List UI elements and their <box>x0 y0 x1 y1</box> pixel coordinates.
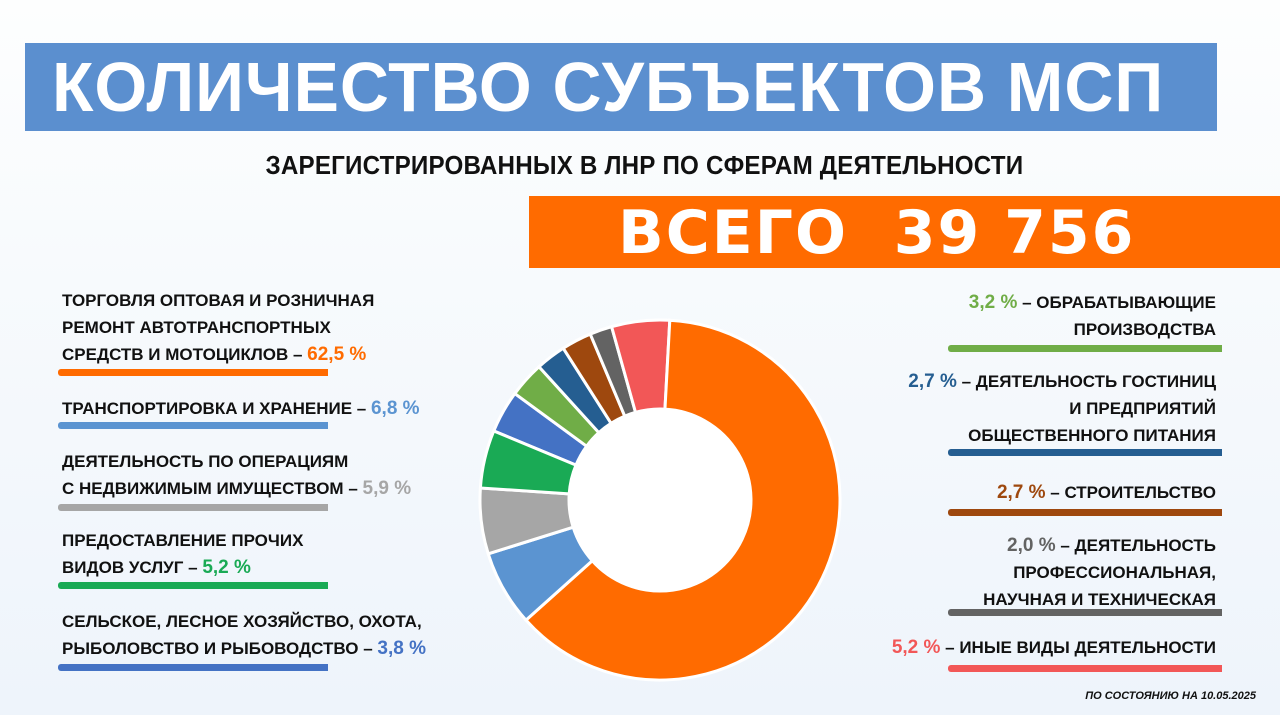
legend-left-1-pct: 6,8 % <box>370 398 420 419</box>
legend-left-1-line-0: ТРАНСПОРТИРОВКА И ХРАНЕНИЕ <box>62 399 353 418</box>
legend-left-2-underline <box>58 504 328 511</box>
legend-left-2-line-0: ДЕЯТЕЛЬНОСТЬ ПО ОПЕРАЦИЯМ <box>62 452 349 471</box>
legend-right-1-pct: 2,7 % <box>908 371 957 392</box>
legend-right-3: 2,0 % – ДЕЯТЕЛЬНОСТЬ ПРОФЕССИОНАЛЬНАЯ, Н… <box>983 532 1216 613</box>
legend-right-0-line-1: ПРОИЗВОДСТВА <box>1073 320 1216 339</box>
legend-left-0-line-1: РЕМОНТ АВТОТРАНСПОРТНЫХ <box>62 318 331 337</box>
legend-left-4-line-1: РЫБОЛОВСТВО И РЫБОВОДСТВО <box>62 639 359 658</box>
legend-right-0-line-0: ОБРАБАТЫВАЮЩИЕ <box>1036 293 1216 312</box>
donut-chart <box>478 318 842 682</box>
legend-right-4-underline <box>948 665 1222 672</box>
total-label: ВСЕГО <box>618 198 848 268</box>
as-of-date-note: ПО СОСТОЯНИЮ НА 10.05.2025 <box>1085 690 1256 702</box>
total-value: 39 756 <box>893 198 1136 268</box>
legend-left-0-pct: 62,5 % <box>307 344 367 365</box>
total-banner <box>529 196 1280 268</box>
legend-left-4-pct: 3,8 % <box>377 638 426 659</box>
legend-left-4: СЕЛЬСКОЕ, ЛЕСНОЕ ХОЗЯЙСТВО, ОХОТА, РЫБОЛ… <box>62 608 426 662</box>
legend-right-1-line-1: И ПРЕДПРИЯТИЙ <box>1069 399 1216 418</box>
legend-left-2-line-1: С НЕДВИЖИМЫМ ИМУЩЕСТВОМ <box>62 479 344 498</box>
legend-right-1-underline <box>948 449 1222 456</box>
legend-right-2-underline <box>948 509 1222 516</box>
title-banner <box>25 43 1217 131</box>
legend-left-2: ДЕЯТЕЛЬНОСТЬ ПО ОПЕРАЦИЯМ С НЕДВИЖИМЫМ И… <box>62 448 411 502</box>
legend-left-0: ТОРГОВЛЯ ОПТОВАЯ И РОЗНИЧНАЯ РЕМОНТ АВТО… <box>62 287 374 368</box>
legend-right-2-pct: 2,7 % <box>996 482 1046 503</box>
legend-right-0: 3,2 % – ОБРАБАТЫВАЮЩИЕ ПРОИЗВОДСТВА <box>969 289 1216 343</box>
total-readout: ВСЕГО 39 756 <box>618 198 1135 268</box>
page-subtitle-text: ЗАРЕГИСТРИРОВАННЫХ В ЛНР ПО СФЕРАМ ДЕЯТЕ… <box>265 150 1023 180</box>
legend-right-1-line-0: ДЕЯТЕЛЬНОСТЬ ГОСТИНИЦ <box>975 372 1216 391</box>
legend-right-0-underline <box>948 345 1222 352</box>
legend-right-3-line-2: НАУЧНАЯ И ТЕХНИЧЕСКАЯ <box>983 590 1216 609</box>
page-title: КОЛИЧЕСТВО СУБЪЕКТОВ МСП <box>52 48 1165 126</box>
legend-right-2-line-0: СТРОИТЕЛЬСТВО <box>1064 483 1216 502</box>
donut-hole <box>569 409 751 591</box>
legend-left-4-underline <box>58 664 328 671</box>
legend-left-1: ТРАНСПОРТИРОВКА И ХРАНЕНИЕ – 6,8 % <box>62 398 420 419</box>
legend-left-4-line-0: СЕЛЬСКОЕ, ЛЕСНОЕ ХОЗЯЙСТВО, ОХОТА, <box>62 612 422 631</box>
legend-right-1-line-2: ОБЩЕСТВЕННОГО ПИТАНИЯ <box>968 426 1216 445</box>
legend-left-3-pct: 5,2 % <box>202 557 251 578</box>
legend-right-3-line-1: ПРОФЕССИОНАЛЬНАЯ, <box>1013 563 1216 582</box>
legend-left-3-line-1: ВИДОВ УСЛУГ <box>62 558 184 577</box>
legend-left-3-underline <box>58 582 328 589</box>
legend-left-3: ПРЕДОСТАВЛЕНИЕ ПРОЧИХ ВИДОВ УСЛУГ – 5,2 … <box>62 527 303 581</box>
legend-right-3-line-0: ДЕЯТЕЛЬНОСТЬ <box>1074 536 1217 555</box>
legend-left-3-line-0: ПРЕДОСТАВЛЕНИЕ ПРОЧИХ <box>62 531 304 550</box>
legend-right-4-pct: 5,2 % <box>891 637 941 658</box>
legend-right-4: 5,2 % – ИНЫЕ ВИДЫ ДЕЯТЕЛЬНОСТИ <box>891 637 1216 658</box>
legend-right-1: 2,7 % – ДЕЯТЕЛЬНОСТЬ ГОСТИНИЦ И ПРЕДПРИЯ… <box>908 368 1216 449</box>
legend-right-3-pct: 2,0 % <box>1007 535 1056 556</box>
legend-left-2-pct: 5,9 % <box>362 478 412 499</box>
legend-right-3-underline <box>948 609 1222 616</box>
legend-right-4-line-0: ИНЫЕ ВИДЫ ДЕЯТЕЛЬНОСТИ <box>959 638 1216 657</box>
page-subtitle: ЗАРЕГИСТРИРОВАННЫХ В ЛНР ПО СФЕРАМ ДЕЯТЕ… <box>0 150 1280 181</box>
legend-right-2: 2,7 % – СТРОИТЕЛЬСТВО <box>996 482 1216 503</box>
legend-left-0-underline <box>58 369 328 376</box>
legend-left-0-line-2: СРЕДСТВ И МОТОЦИКЛОВ <box>62 345 289 364</box>
legend-left-1-underline <box>58 422 328 429</box>
legend-right-0-pct: 3,2 % <box>968 292 1018 313</box>
legend-left-0-line-0: ТОРГОВЛЯ ОПТОВАЯ И РОЗНИЧНАЯ <box>62 291 375 310</box>
